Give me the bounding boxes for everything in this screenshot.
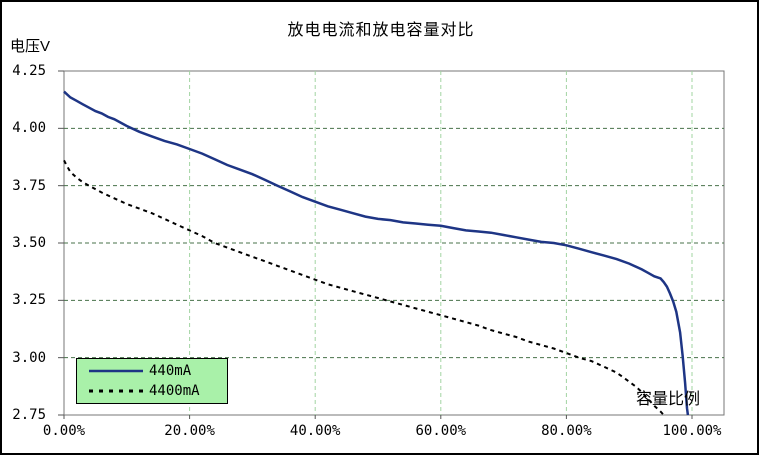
x-tick-label: 100.00%	[662, 423, 722, 439]
legend-item-440mA: 440mA	[87, 361, 227, 381]
legend: 440mA 4400mA	[76, 358, 228, 404]
y-tick-label: 4.00	[12, 120, 46, 137]
series-line-4400mA	[63, 159, 665, 416]
y-tick-label: 3.25	[12, 292, 46, 309]
legend-label: 4400mA	[149, 383, 200, 400]
y-axis-title: 电压V	[10, 38, 51, 55]
legend-item-4400mA: 4400mA	[87, 381, 227, 401]
dashed-line-swatch-icon	[89, 389, 143, 393]
chart-title: 放电电流和放电容量对比	[287, 22, 475, 39]
x-tick-label: 80.00%	[541, 423, 592, 439]
y-tick-label: 2.75	[12, 407, 46, 423]
x-axis-title: 容量比例	[636, 391, 701, 408]
x-tick-label: 60.00%	[415, 423, 467, 439]
x-tick-label: 0.00%	[42, 423, 86, 439]
legend-label: 440mA	[149, 362, 192, 379]
x-tick-label: 40.00%	[289, 423, 341, 439]
series-line-440mA	[63, 90, 690, 416]
y-tick-label: 4.25	[12, 63, 46, 79]
solid-line-swatch-icon	[89, 369, 143, 372]
x-tick-label: 20.00%	[164, 423, 215, 439]
y-tick-label: 3.50	[12, 235, 46, 251]
y-tick-label: 3.00	[12, 349, 46, 366]
y-tick-label: 3.75	[12, 177, 46, 194]
